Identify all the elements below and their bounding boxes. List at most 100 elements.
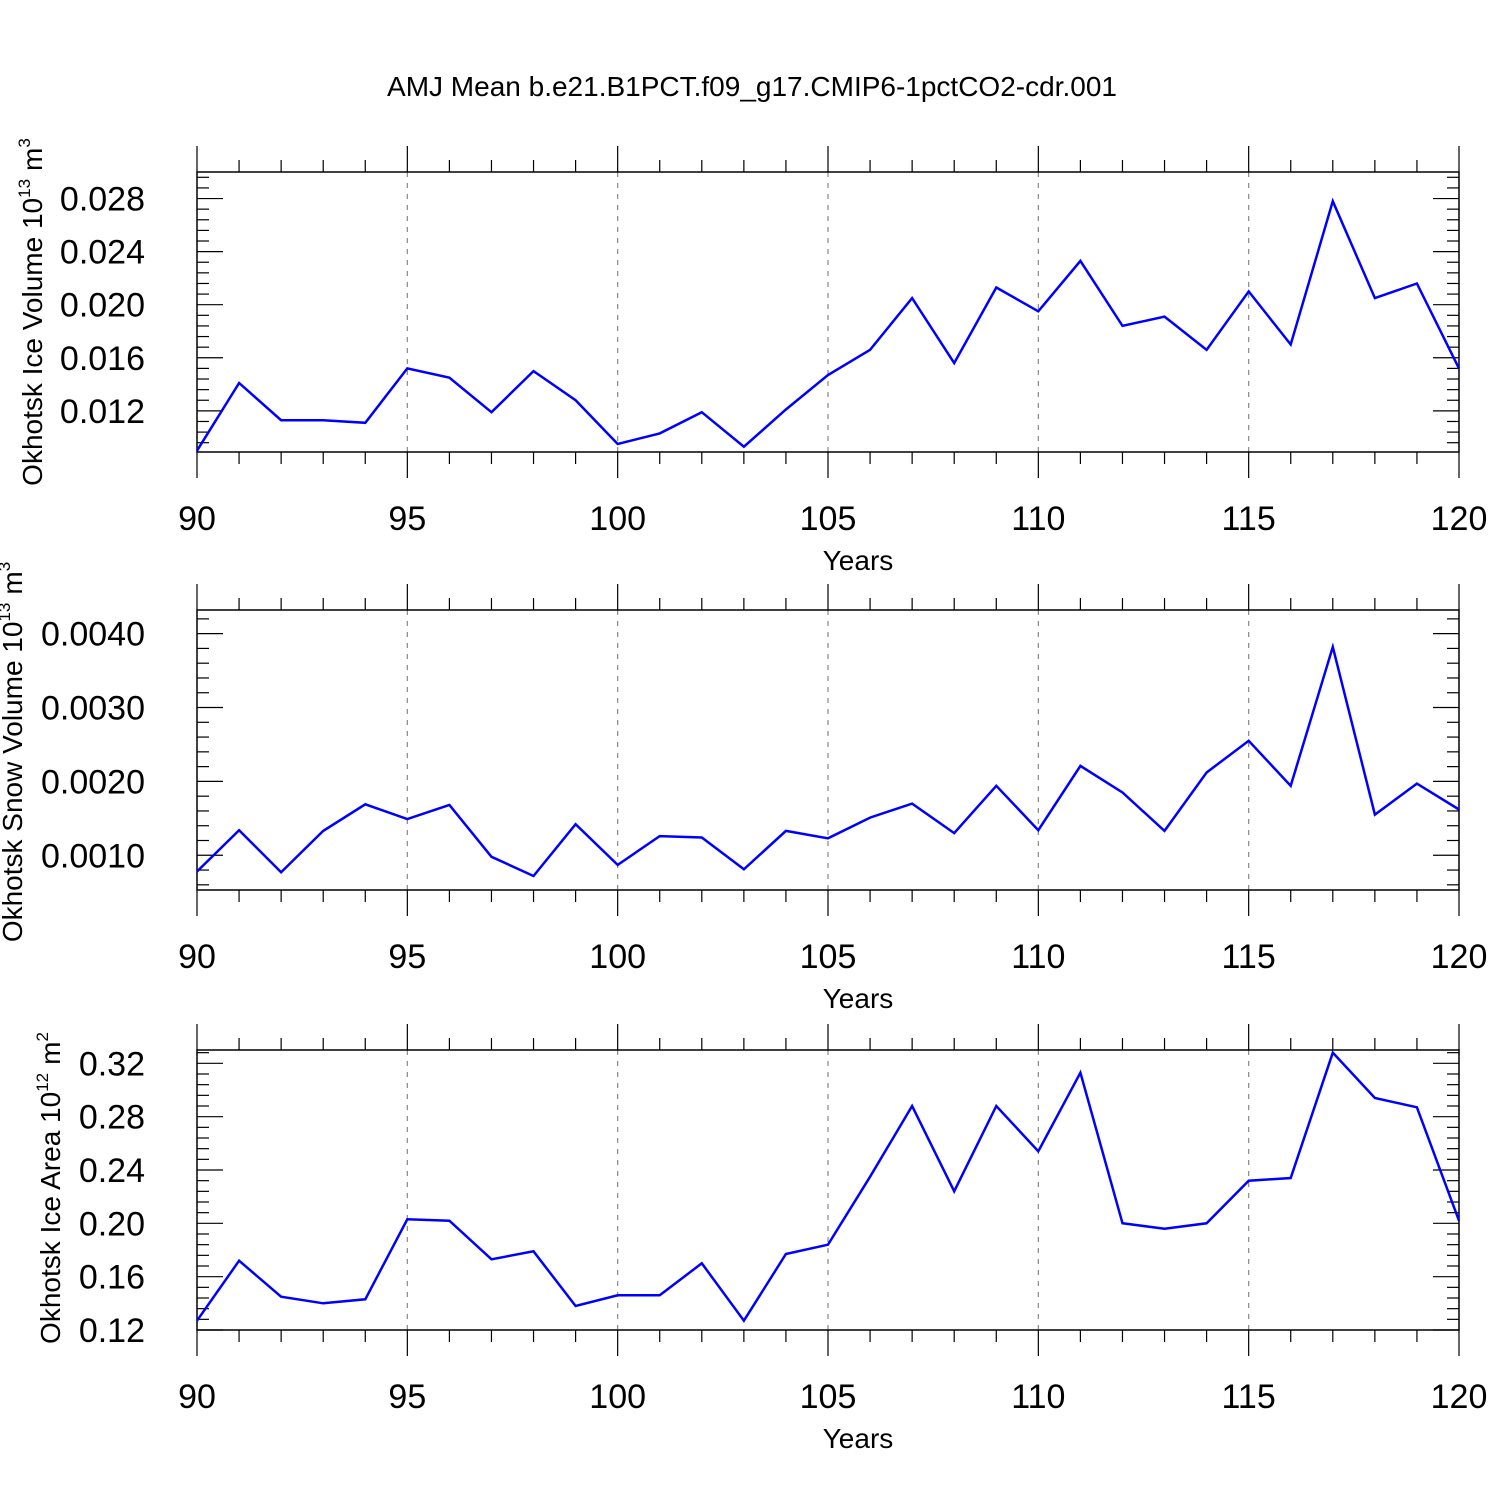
data-point <box>1205 771 1209 775</box>
y-tick-label: 0.20 <box>79 1205 145 1243</box>
x-tick-label: 90 <box>178 938 216 976</box>
data-point <box>1289 1176 1293 1180</box>
y-axis-unit: m <box>17 148 48 171</box>
data-point <box>910 1104 914 1108</box>
y-tick-label: 0.028 <box>60 181 145 219</box>
data-point <box>1163 1227 1167 1231</box>
x-tick-label: 105 <box>800 1378 857 1416</box>
x-tick-label: 115 <box>1222 938 1276 976</box>
x-tick-label: 105 <box>800 938 857 976</box>
panel-2: 0.0010 0.0020 0.0030 0.0040 90 95 100 105 110 115… <box>0 562 1487 1014</box>
data-point <box>994 285 998 289</box>
data-point <box>700 1261 704 1265</box>
data-point <box>742 867 746 871</box>
y-axis-label: Okhotsk Snow Volume 1013 m3 <box>0 562 28 942</box>
y-tick-label: 0.32 <box>79 1045 145 1083</box>
data-point <box>616 863 620 867</box>
y-axis-unit-base: 10 <box>35 1092 66 1123</box>
data-point <box>237 828 241 832</box>
data-point <box>952 361 956 365</box>
data-point <box>447 376 451 380</box>
series-line <box>195 1050 1461 1323</box>
panel-3: 0.12 0.16 0.20 0.24 0.28 0.32 90 95 100 105 110 115… <box>33 1024 1487 1454</box>
data-point <box>195 1319 199 1323</box>
x-tick-label: 120 <box>1431 500 1488 538</box>
x-tick-label: 90 <box>178 500 216 538</box>
data-point <box>532 1249 536 1253</box>
data-point <box>363 421 367 425</box>
x-axis-label: Years <box>823 545 894 576</box>
data-point <box>237 1259 241 1263</box>
plot-frame <box>196 1049 1460 1331</box>
data-point <box>279 1295 283 1299</box>
data-point <box>952 1189 956 1193</box>
y-tick-label: 0.016 <box>60 340 145 378</box>
data-point <box>195 870 199 874</box>
data-point <box>1457 1219 1461 1223</box>
data-point <box>447 1219 451 1223</box>
data-point <box>658 431 662 435</box>
y-axis-unit-exponent: 12 <box>33 1073 52 1092</box>
data-point <box>700 836 704 840</box>
y-axis-unit-exponent: 13 <box>0 603 14 622</box>
plot-frame <box>196 609 1460 891</box>
y-tick-label: 0.024 <box>60 234 145 272</box>
x-tick-label: 105 <box>800 500 857 538</box>
y-tick-label: 0.24 <box>79 1152 145 1190</box>
data-point <box>1331 199 1335 203</box>
data-point <box>1457 366 1461 370</box>
data-point <box>1247 289 1251 293</box>
data-point <box>1163 315 1167 319</box>
data-point <box>1205 348 1209 352</box>
data-point <box>700 410 704 414</box>
data-point <box>405 1217 409 1221</box>
data-point <box>826 373 830 377</box>
data-point <box>237 381 241 385</box>
data-point <box>1373 1096 1377 1100</box>
data-point <box>574 1304 578 1308</box>
data-point <box>784 1252 788 1256</box>
data-point <box>279 418 283 422</box>
y-axis-unit-base: 10 <box>0 622 28 653</box>
y-axis-label-text: Okhotsk Snow Volume <box>0 653 28 942</box>
data-point <box>910 802 914 806</box>
data-point <box>1078 259 1082 263</box>
data-point <box>279 870 283 874</box>
y-tick-label: 0.28 <box>79 1099 145 1137</box>
series-line <box>195 197 1461 452</box>
data-point <box>952 831 956 835</box>
y-tick-label: 0.0040 <box>41 616 145 654</box>
data-point <box>1120 1221 1124 1225</box>
y-axis-label: Okhotsk Ice Volume 1013 m3 <box>15 138 48 486</box>
y-tick-label: 0.0020 <box>41 763 145 801</box>
data-point <box>1078 764 1082 768</box>
data-point <box>742 1319 746 1323</box>
data-point <box>1331 645 1335 649</box>
data-point <box>1036 309 1040 313</box>
data-point <box>1120 790 1124 794</box>
data-point <box>405 817 409 821</box>
data-point <box>616 1293 620 1297</box>
y-axis-unit-exponent: 13 <box>15 179 34 198</box>
y-tick-label: 0.020 <box>60 287 145 325</box>
x-tick-label: 115 <box>1222 500 1276 538</box>
data-point <box>1457 807 1461 811</box>
y-tick-label: 0.16 <box>79 1259 145 1297</box>
x-tick-label: 110 <box>1011 938 1065 976</box>
data-point <box>1036 1149 1040 1153</box>
data-point <box>784 829 788 833</box>
x-tick-label: 95 <box>388 938 426 976</box>
data-point <box>994 1104 998 1108</box>
data-point <box>1205 1221 1209 1225</box>
data-point <box>910 296 914 300</box>
data-point <box>1163 829 1167 833</box>
data-point <box>489 410 493 414</box>
data-point <box>1289 343 1293 347</box>
data-point <box>574 822 578 826</box>
data-point <box>616 442 620 446</box>
data-point <box>994 784 998 788</box>
data-point <box>1289 784 1293 788</box>
data-point <box>321 418 325 422</box>
y-tick-label: 0.0030 <box>41 690 145 728</box>
data-point <box>784 408 788 412</box>
